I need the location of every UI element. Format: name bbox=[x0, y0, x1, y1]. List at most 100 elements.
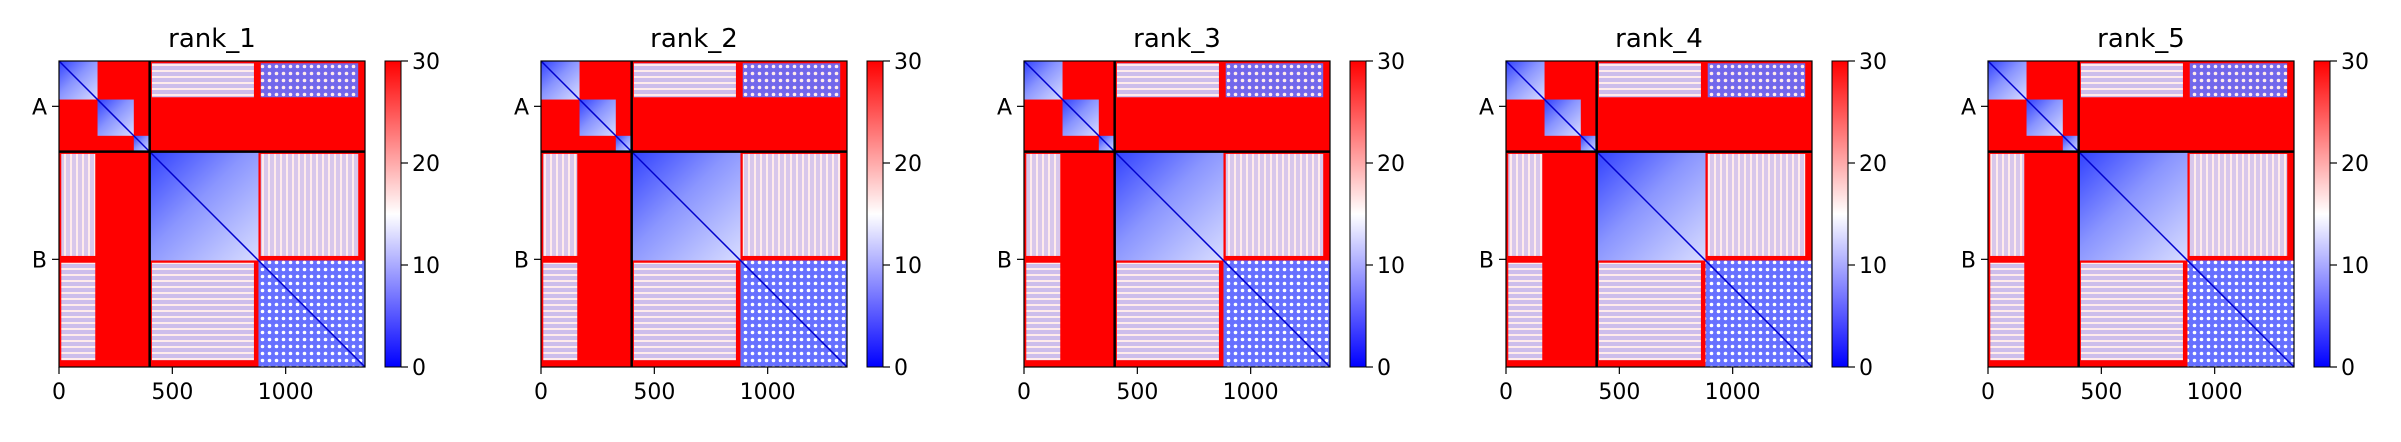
colorbar bbox=[2313, 60, 2331, 368]
colorbar-tick-label: 0 bbox=[1377, 356, 1391, 381]
x-tick-label: 0 bbox=[1981, 380, 1995, 405]
colorbar-tick-label: 30 bbox=[894, 50, 922, 75]
y-tick-label: A bbox=[514, 95, 529, 120]
colorbar-tick-label: 30 bbox=[412, 50, 440, 75]
y-tick-label: A bbox=[1479, 95, 1494, 120]
x-tick-label: 500 bbox=[1116, 380, 1158, 405]
x-tick-label: 0 bbox=[1499, 380, 1513, 405]
contact-block bbox=[1225, 63, 1324, 98]
contact-block bbox=[633, 63, 736, 98]
diagonal-line bbox=[1987, 60, 2295, 368]
contact-block bbox=[742, 63, 841, 98]
colorbar-tick-label: 30 bbox=[2341, 50, 2369, 75]
contact-block bbox=[1026, 153, 1061, 256]
y-tick-label: B bbox=[1479, 248, 1494, 273]
contact-block bbox=[151, 63, 254, 98]
colorbar-tick-label: 10 bbox=[1377, 254, 1405, 279]
diagonal-line bbox=[540, 60, 848, 368]
diagonal-line bbox=[1023, 60, 1331, 368]
contact-block bbox=[543, 153, 578, 256]
contact-block bbox=[1990, 262, 2025, 361]
colorbar-tick-label: 10 bbox=[2341, 254, 2369, 279]
contact-block bbox=[61, 262, 96, 361]
contact-block bbox=[1598, 262, 1701, 361]
colorbar-tick-label: 10 bbox=[1859, 254, 1887, 279]
contact-block bbox=[1707, 63, 1806, 98]
axes-frame bbox=[540, 60, 848, 368]
x-tick-label: 0 bbox=[534, 380, 548, 405]
heatmap-panel-2: rank_2 0 500 1000 A B 0 10 20 30 bbox=[514, 24, 922, 405]
colorbar-tick-label: 20 bbox=[1859, 152, 1887, 177]
colorbar-tick-label: 20 bbox=[894, 152, 922, 177]
colorbar bbox=[1349, 60, 1367, 368]
colorbar-tick-label: 0 bbox=[412, 356, 426, 381]
y-tick-label: B bbox=[997, 248, 1012, 273]
contact-block bbox=[1990, 153, 2025, 256]
y-tick-label: A bbox=[32, 95, 47, 120]
x-tick-label: 500 bbox=[1598, 380, 1640, 405]
colorbar bbox=[866, 60, 884, 368]
contact-block bbox=[1707, 153, 1806, 256]
heatmap-panel-4: rank_4 0 500 1000 A B 0 10 20 30 bbox=[1479, 24, 1887, 405]
heatmap-panel-3: rank_3 0 500 1000 A B 0 10 20 30 bbox=[997, 24, 1405, 405]
colorbar-tick-label: 0 bbox=[894, 356, 908, 381]
colorbar-tick-label: 10 bbox=[412, 254, 440, 279]
contact-block bbox=[543, 262, 578, 361]
contact-block bbox=[2080, 262, 2183, 361]
x-tick-label: 500 bbox=[633, 380, 675, 405]
contact-block bbox=[1598, 63, 1701, 98]
x-tick-label: 0 bbox=[1017, 380, 1031, 405]
colorbar-tick-label: 10 bbox=[894, 254, 922, 279]
axes-frame bbox=[1987, 60, 2295, 368]
diagonal-line bbox=[58, 60, 366, 368]
colorbar-tick-label: 20 bbox=[1377, 152, 1405, 177]
axes-frame bbox=[1505, 60, 1813, 368]
panel-title: rank_1 bbox=[168, 24, 256, 54]
contact-block bbox=[260, 153, 359, 256]
panel-title: rank_3 bbox=[1133, 24, 1221, 54]
heatmap-panel-1: rank_1 0 500 1000 A B 0 10 20 30 bbox=[32, 24, 440, 405]
contact-block bbox=[742, 153, 841, 256]
y-tick-label: B bbox=[514, 248, 529, 273]
contact-block bbox=[2080, 63, 2183, 98]
x-tick-label: 1000 bbox=[740, 380, 796, 405]
contact-block bbox=[1116, 63, 1219, 98]
axes-frame bbox=[1023, 60, 1331, 368]
contact-block bbox=[151, 262, 254, 361]
colorbar bbox=[384, 60, 402, 368]
colorbar-tick-label: 30 bbox=[1859, 50, 1887, 75]
colorbar-tick-label: 0 bbox=[1859, 356, 1873, 381]
panel-title: rank_2 bbox=[650, 24, 738, 54]
panel-title: rank_4 bbox=[1615, 24, 1703, 54]
contact-block bbox=[2189, 63, 2288, 98]
y-tick-label: A bbox=[997, 95, 1012, 120]
colorbar-tick-label: 30 bbox=[1377, 50, 1405, 75]
panel-title: rank_5 bbox=[2097, 24, 2185, 54]
y-tick-label: B bbox=[1961, 248, 1976, 273]
y-tick-label: B bbox=[32, 248, 47, 273]
contact-block bbox=[1508, 153, 1543, 256]
heatmap-panel-5: rank_5 0 500 1000 A B 0 10 20 30 bbox=[1961, 24, 2369, 405]
colorbar-tick-label: 20 bbox=[412, 152, 440, 177]
contact-block bbox=[260, 63, 359, 98]
contact-block bbox=[1116, 262, 1219, 361]
colorbar-tick-label: 0 bbox=[2341, 356, 2355, 381]
contact-block bbox=[1508, 262, 1543, 361]
x-tick-label: 500 bbox=[2080, 380, 2122, 405]
y-tick-label: A bbox=[1961, 95, 1976, 120]
contact-block bbox=[1225, 153, 1324, 256]
x-tick-label: 1000 bbox=[1705, 380, 1761, 405]
x-tick-label: 1000 bbox=[258, 380, 314, 405]
x-tick-label: 1000 bbox=[1223, 380, 1279, 405]
colorbar-tick-label: 20 bbox=[2341, 152, 2369, 177]
colorbar bbox=[1831, 60, 1849, 368]
contact-block bbox=[1026, 262, 1061, 361]
x-tick-label: 1000 bbox=[2187, 380, 2243, 405]
contact-block bbox=[633, 262, 736, 361]
contact-block bbox=[61, 153, 96, 256]
diagonal-line bbox=[1505, 60, 1813, 368]
axes-frame bbox=[58, 60, 366, 368]
x-tick-label: 500 bbox=[151, 380, 193, 405]
